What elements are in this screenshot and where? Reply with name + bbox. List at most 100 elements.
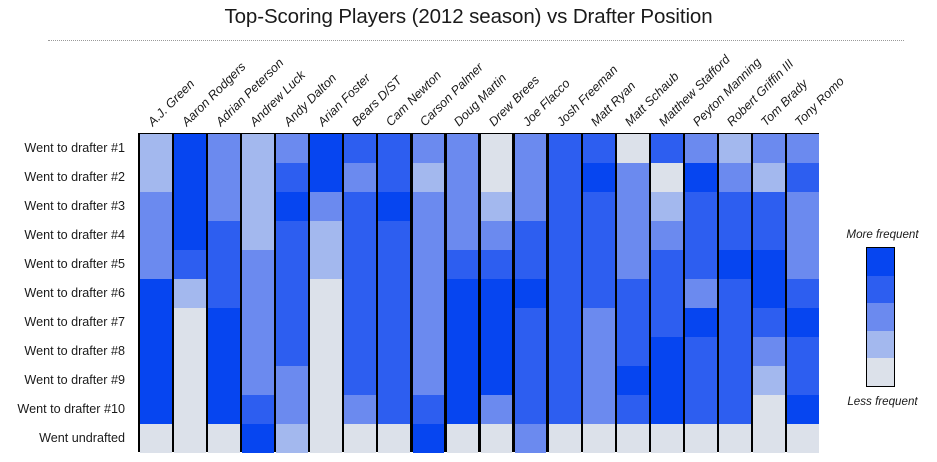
heatmap-cell[interactable] (616, 395, 649, 425)
heatmap-cell[interactable] (787, 424, 819, 454)
heatmap-cell[interactable] (310, 308, 343, 338)
heatmap-cell[interactable] (582, 395, 615, 425)
heatmap-cell[interactable] (174, 395, 206, 425)
heatmap-cell[interactable] (446, 134, 479, 164)
heatmap-cell[interactable] (548, 221, 581, 251)
heatmap-cell[interactable] (208, 337, 241, 367)
heatmap-cell[interactable] (514, 221, 547, 251)
heatmap-cell[interactable] (718, 163, 751, 193)
heatmap-cell[interactable] (208, 366, 241, 396)
heatmap-cell[interactable] (480, 192, 513, 222)
heatmap-cell[interactable] (344, 308, 377, 338)
heatmap-cell[interactable] (276, 163, 309, 193)
heatmap-cell[interactable] (378, 308, 411, 338)
heatmap-cell[interactable] (242, 279, 275, 309)
heatmap-cell[interactable] (718, 221, 751, 251)
heatmap-cell[interactable] (378, 424, 411, 454)
heatmap-cell[interactable] (650, 192, 683, 222)
heatmap-cell[interactable] (548, 424, 581, 454)
heatmap-cell[interactable] (753, 337, 785, 367)
heatmap-cell[interactable] (242, 308, 275, 338)
heatmap-cell[interactable] (548, 337, 581, 367)
heatmap-cell[interactable] (753, 163, 785, 193)
heatmap-cell[interactable] (140, 221, 172, 251)
heatmap-cell[interactable] (140, 337, 172, 367)
heatmap-cell[interactable] (378, 366, 411, 396)
heatmap-cell[interactable] (174, 134, 206, 164)
heatmap-cell[interactable] (684, 366, 717, 396)
heatmap-cell[interactable] (787, 366, 819, 396)
heatmap-cell[interactable] (140, 163, 172, 193)
heatmap-cell[interactable] (174, 221, 206, 251)
heatmap-cell[interactable] (480, 163, 513, 193)
heatmap-cell[interactable] (514, 250, 547, 280)
heatmap-cell[interactable] (684, 134, 717, 164)
heatmap-cell[interactable] (140, 250, 172, 280)
heatmap-cell[interactable] (514, 395, 547, 425)
heatmap-cell[interactable] (582, 221, 615, 251)
heatmap-cell[interactable] (480, 250, 513, 280)
heatmap-cell[interactable] (650, 424, 683, 454)
heatmap-cell[interactable] (787, 308, 819, 338)
heatmap-cell[interactable] (174, 250, 206, 280)
heatmap-cell[interactable] (446, 395, 479, 425)
heatmap-cell[interactable] (718, 192, 751, 222)
heatmap-cell[interactable] (276, 250, 309, 280)
heatmap-cell[interactable] (412, 221, 445, 251)
heatmap-cell[interactable] (276, 221, 309, 251)
heatmap-cell[interactable] (208, 221, 241, 251)
heatmap-cell[interactable] (650, 395, 683, 425)
heatmap-cell[interactable] (650, 366, 683, 396)
heatmap-cell[interactable] (616, 337, 649, 367)
heatmap-cell[interactable] (446, 424, 479, 454)
heatmap-cell[interactable] (378, 250, 411, 280)
heatmap-cell[interactable] (718, 424, 751, 454)
heatmap-cell[interactable] (616, 134, 649, 164)
heatmap-cell[interactable] (548, 308, 581, 338)
heatmap-cell[interactable] (174, 308, 206, 338)
heatmap-cell[interactable] (650, 308, 683, 338)
heatmap-cell[interactable] (140, 395, 172, 425)
heatmap-cell[interactable] (446, 337, 479, 367)
heatmap-cell[interactable] (140, 366, 172, 396)
heatmap-cell[interactable] (446, 279, 479, 309)
heatmap-cell[interactable] (787, 192, 819, 222)
heatmap-cell[interactable] (616, 221, 649, 251)
heatmap-cell[interactable] (242, 424, 275, 454)
heatmap-cell[interactable] (684, 308, 717, 338)
heatmap-cell[interactable] (276, 366, 309, 396)
heatmap-cell[interactable] (787, 134, 819, 164)
heatmap-cell[interactable] (412, 424, 445, 454)
heatmap-cell[interactable] (548, 366, 581, 396)
heatmap-cell[interactable] (480, 366, 513, 396)
heatmap-cell[interactable] (208, 192, 241, 222)
heatmap-cell[interactable] (208, 250, 241, 280)
heatmap-cell[interactable] (378, 134, 411, 164)
heatmap-cell[interactable] (787, 395, 819, 425)
heatmap-cell[interactable] (582, 192, 615, 222)
heatmap-cell[interactable] (310, 192, 343, 222)
heatmap-cell[interactable] (208, 424, 241, 454)
heatmap-cell[interactable] (582, 337, 615, 367)
heatmap-cell[interactable] (582, 424, 615, 454)
heatmap-cell[interactable] (378, 395, 411, 425)
heatmap-cell[interactable] (616, 308, 649, 338)
heatmap-cell[interactable] (446, 308, 479, 338)
heatmap-cell[interactable] (718, 134, 751, 164)
heatmap-cell[interactable] (684, 163, 717, 193)
heatmap-grid[interactable] (138, 133, 819, 454)
heatmap-cell[interactable] (480, 134, 513, 164)
heatmap-cell[interactable] (650, 134, 683, 164)
heatmap-cell[interactable] (684, 192, 717, 222)
heatmap-cell[interactable] (412, 366, 445, 396)
heatmap-cell[interactable] (684, 221, 717, 251)
heatmap-cell[interactable] (310, 163, 343, 193)
heatmap-cell[interactable] (208, 163, 241, 193)
heatmap-cell[interactable] (684, 395, 717, 425)
heatmap-cell[interactable] (548, 395, 581, 425)
heatmap-cell[interactable] (753, 192, 785, 222)
heatmap-cell[interactable] (718, 308, 751, 338)
heatmap-cell[interactable] (650, 221, 683, 251)
heatmap-cell[interactable] (480, 395, 513, 425)
heatmap-cell[interactable] (582, 250, 615, 280)
